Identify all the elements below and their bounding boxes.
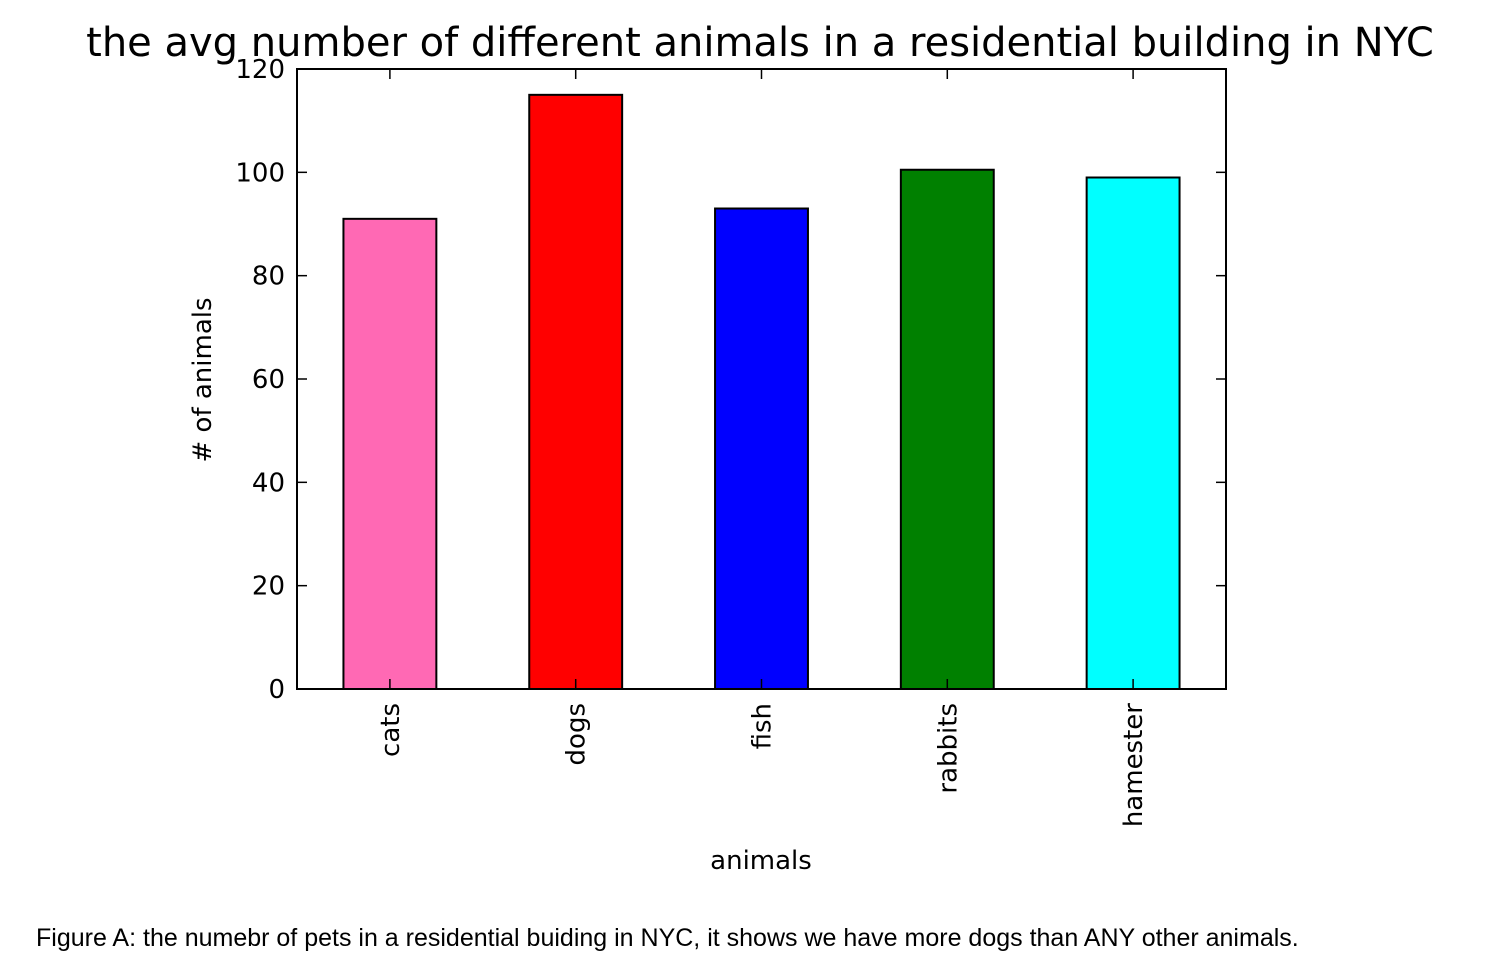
y-tick-label-100: 100	[235, 158, 285, 188]
y-tick-label-20: 20	[252, 572, 285, 602]
y-tick-label-0: 0	[268, 675, 285, 705]
bar-dogs	[528, 93, 624, 691]
y-tick-label-120: 120	[235, 55, 285, 85]
x-tick-label-fish: fish	[748, 703, 778, 749]
x-tick-label-cats: cats	[376, 703, 406, 757]
y-axis-label: # of animals	[188, 297, 218, 462]
bar-rabbits	[899, 168, 995, 690]
bar-cats	[342, 217, 438, 690]
ticks-layer: cats dogs fish rabbits hamester 0 20 40 60 80 100 1…	[235, 55, 1226, 827]
chart-title: the avg number of different animals in a…	[86, 20, 1434, 66]
bars-layer	[342, 93, 1181, 691]
x-tick-label-dogs: dogs	[562, 703, 592, 765]
bar-fish	[714, 207, 809, 690]
x-axis-label: animals	[710, 846, 812, 876]
bar-hamester	[1085, 176, 1181, 690]
x-tick-label-hamester: hamester	[1119, 703, 1149, 827]
figure-caption: Figure A: the numebr of pets in a reside…	[36, 924, 1299, 952]
x-tick-label-rabbits: rabbits	[933, 703, 963, 794]
y-tick-label-80: 80	[252, 262, 285, 292]
y-tick-label-60: 60	[252, 365, 285, 395]
y-tick-label-40: 40	[252, 468, 285, 498]
bar-chart: the avg number of different animals in a…	[86, 20, 1434, 876]
